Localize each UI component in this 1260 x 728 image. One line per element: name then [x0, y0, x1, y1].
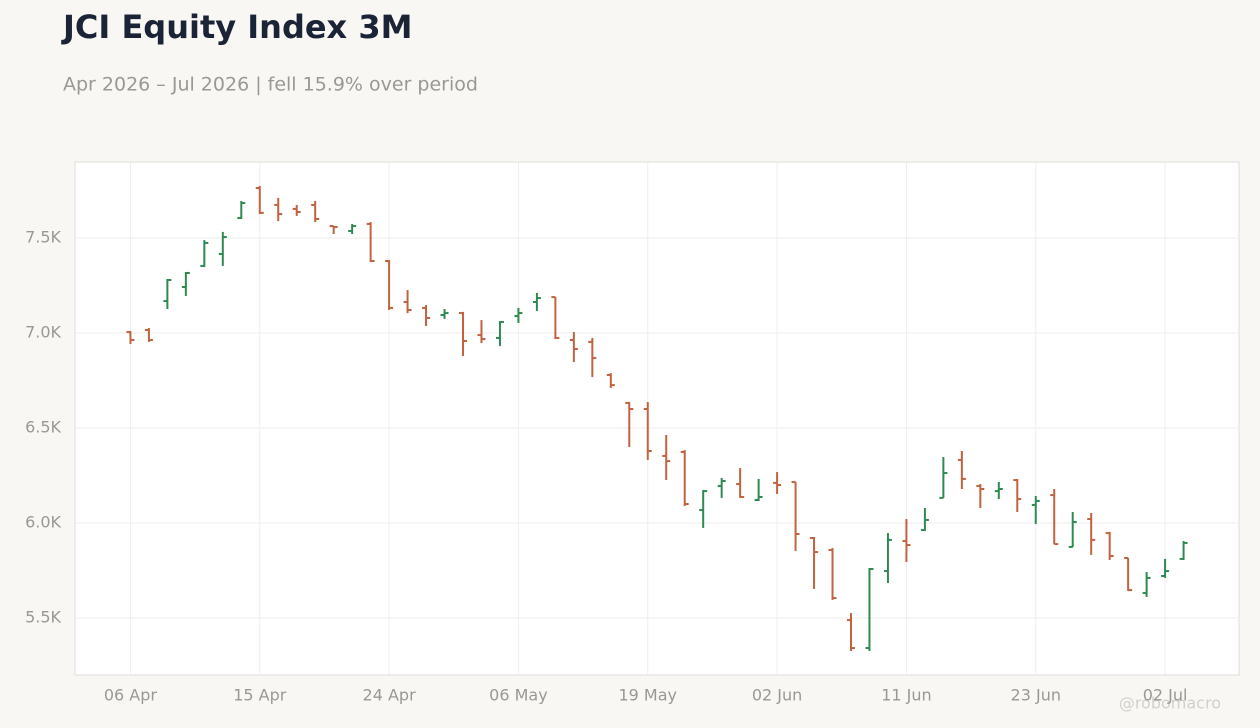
ohlc-bar: [754, 478, 763, 502]
y-tick-label: 7.0K: [25, 323, 61, 342]
ohlc-bar: [847, 613, 855, 652]
ohlc-bar: [902, 519, 911, 562]
x-tick-label: 23 Jun: [1011, 686, 1061, 705]
ohlc-bar: [532, 292, 541, 311]
plot-area: [74, 161, 1240, 676]
ohlc-bar: [1068, 511, 1077, 548]
ohlc-bar: [1124, 556, 1133, 592]
chart-title: JCI Equity Index 3M: [61, 8, 412, 46]
y-tick-label: 6.0K: [25, 513, 61, 532]
x-tick-label: 24 Apr: [363, 686, 417, 705]
ohlc-bar: [551, 296, 560, 340]
y-tick-label: 7.5K: [25, 228, 61, 247]
ohlc-bar: [920, 507, 929, 532]
y-tick-label: 6.5K: [25, 418, 61, 437]
chart-subtitle: Apr 2026 – Jul 2026 | fell 15.9% over pe…: [63, 74, 478, 96]
ohlc-bar: [218, 231, 227, 266]
ohlc-bar: [1087, 512, 1096, 555]
x-tick-label: 06 Apr: [104, 686, 158, 705]
x-tick-label: 02 Jul: [1143, 686, 1188, 705]
ohlc-bar: [662, 435, 671, 481]
ohlc-bar: [773, 472, 782, 494]
ohlc-bar: [643, 401, 652, 460]
ohlc-bar: [1105, 531, 1114, 561]
ohlc-bar: [1031, 496, 1040, 524]
ohlc-bar: [865, 567, 874, 652]
ohlc-bar: [440, 309, 449, 319]
y-tick-label: 5.5K: [25, 608, 61, 627]
ohlc-bar: [274, 197, 283, 222]
ohlc-bar: [810, 537, 819, 589]
ohlc-bar: [625, 401, 634, 447]
ohlc-bar: [163, 278, 172, 310]
ohlc-bar: [292, 204, 301, 216]
ohlc-bar: [459, 311, 467, 356]
ohlc-bar: [1050, 488, 1059, 546]
ohlc-bar: [1179, 541, 1188, 561]
ohlc-bar: [828, 548, 837, 600]
x-tick-label: 06 May: [489, 686, 548, 705]
x-tick-label: 15 Apr: [233, 686, 287, 705]
ohlc-bar: [311, 200, 320, 223]
ohlc-bar: [514, 307, 523, 323]
ohlc-bar: [588, 337, 597, 378]
ohlc-bar: [976, 484, 985, 508]
x-tick-label: 02 Jun: [752, 686, 802, 705]
ohlc-bar: [699, 489, 708, 528]
ohlc-bar: [1142, 572, 1151, 597]
ohlc-bar: [957, 450, 966, 489]
ohlc-bar: [255, 185, 264, 215]
ohlc-bar: [791, 480, 800, 551]
ohlc-bar: [348, 223, 357, 235]
ohlc-bar: [883, 533, 892, 584]
ohlc-bar: [736, 468, 745, 498]
ohlc-bar: [181, 271, 190, 296]
ohlc-bar: [939, 457, 948, 499]
ohlc-bar: [569, 332, 578, 363]
ohlc-bar: [237, 200, 246, 220]
ohlc-bar: [606, 373, 615, 388]
ohlc-bar: [403, 290, 412, 314]
ohlc-bar: [477, 320, 486, 344]
ohlc-bar: [1013, 478, 1022, 512]
ohlc-bar: [385, 259, 394, 311]
ohlc-bar: [422, 305, 431, 326]
x-tick-label: 19 May: [618, 686, 677, 705]
ohlc-bar: [994, 481, 1003, 500]
x-tick-label: 11 Jun: [881, 686, 931, 705]
ohlc-bar: [126, 331, 135, 345]
ohlc-bar: [717, 477, 726, 498]
ohlc-bar: [144, 328, 153, 342]
ohlc-bar: [495, 320, 504, 346]
watermark: @robomacro: [1119, 694, 1221, 713]
ohlc-bar: [329, 225, 338, 235]
ohlc-bar: [680, 450, 689, 507]
ohlc-bar: [366, 222, 375, 262]
ohlc-bar: [1161, 558, 1170, 578]
ohlc-bar: [200, 240, 209, 268]
